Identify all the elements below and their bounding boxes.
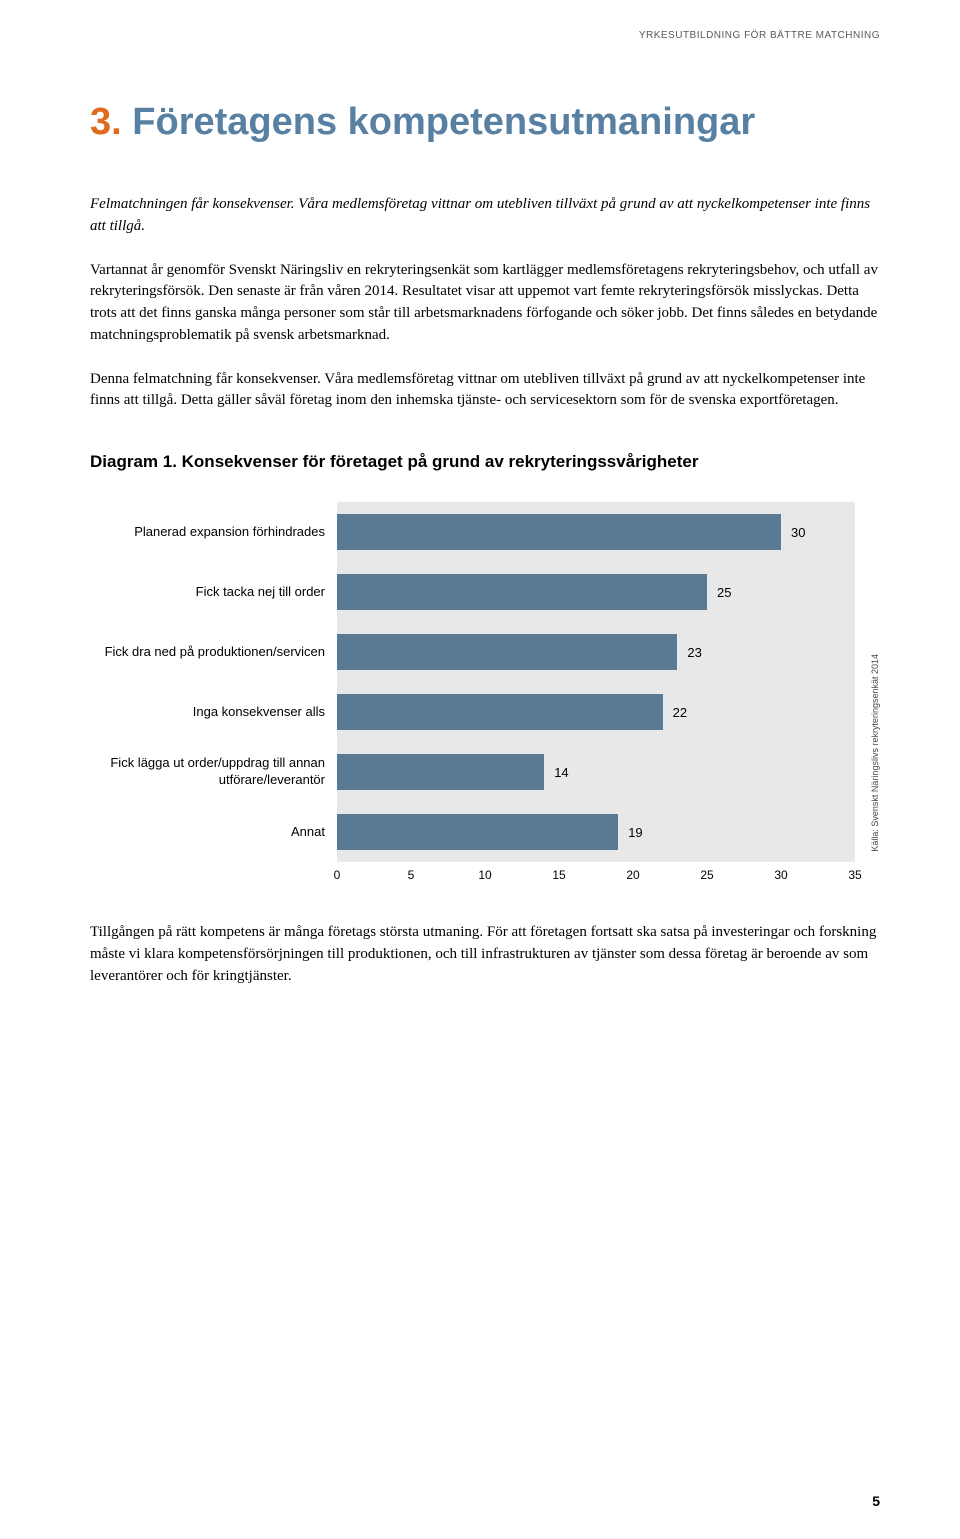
bar-row: Annat 19 <box>90 802 855 862</box>
bar-value: 30 <box>791 525 805 540</box>
page-number: 5 <box>872 1493 880 1509</box>
bar-value: 14 <box>554 765 568 780</box>
chart-source: Källa: Svenskt Näringslivs rekryteringse… <box>870 654 880 852</box>
running-header: YRKESUTBILDNING FÖR BÄTTRE MATCHNING <box>90 30 880 41</box>
bar-label: Fick tacka nej till order <box>90 584 337 601</box>
chart-title: Diagram 1. Konsekvenser för företaget på… <box>90 452 880 472</box>
bar-value: 23 <box>687 645 701 660</box>
heading-number: 3. <box>90 101 122 143</box>
bar-row: Fick lägga ut order/uppdrag till annan u… <box>90 742 855 802</box>
heading-text: Företagens kompetensutmaningar <box>132 101 755 143</box>
x-axis-tick: 30 <box>774 868 787 882</box>
body-paragraph-1: Vartannat år genomför Svenskt Näringsliv… <box>90 260 880 347</box>
bar-track: 23 <box>337 622 855 682</box>
page: YRKESUTBILDNING FÖR BÄTTRE MATCHNING 3. … <box>0 0 960 1539</box>
bar-track: 30 <box>337 502 855 562</box>
bar-fill <box>337 814 618 850</box>
body-paragraph-3: Tillgången på rätt kompetens är många fö… <box>90 922 880 987</box>
bar-track: 19 <box>337 802 855 862</box>
bar-row: Fick tacka nej till order 25 <box>90 562 855 622</box>
bar-label: Planerad expansion förhindrades <box>90 524 337 541</box>
bar-track: 14 <box>337 742 855 802</box>
x-axis-tick: 10 <box>478 868 491 882</box>
bar-value: 19 <box>628 825 642 840</box>
bar-row: Planerad expansion förhindrades 30 <box>90 502 855 562</box>
bar-value: 22 <box>673 705 687 720</box>
x-axis-tick: 5 <box>408 868 415 882</box>
bar-fill <box>337 694 663 730</box>
x-axis: 05101520253035 <box>90 862 855 892</box>
bar-row: Inga konsekvenser alls 22 <box>90 682 855 742</box>
bar-label: Annat <box>90 824 337 841</box>
bar-label: Fick dra ned på produktionen/servicen <box>90 644 337 661</box>
bar-label: Fick lägga ut order/uppdrag till annan u… <box>90 755 337 789</box>
bar-fill <box>337 754 544 790</box>
bar-fill <box>337 634 677 670</box>
bar-fill <box>337 574 707 610</box>
bar-track: 22 <box>337 682 855 742</box>
chart-wrapper: Planerad expansion förhindrades 30 Fick ta… <box>90 502 880 892</box>
body-paragraph-2: Denna felmatchning får konsekvenser. Vår… <box>90 369 880 413</box>
intro-paragraph: Felmatchningen får konsekvenser. Våra me… <box>90 194 880 238</box>
bar-label: Inga konsekvenser alls <box>90 704 337 721</box>
bar-row: Fick dra ned på produktionen/servicen 23 <box>90 622 855 682</box>
x-axis-tick: 20 <box>626 868 639 882</box>
x-axis-tick: 25 <box>700 868 713 882</box>
bar-fill <box>337 514 781 550</box>
x-axis-tick: 0 <box>334 868 341 882</box>
page-title: 3. Företagens kompetensutmaningar <box>90 101 880 144</box>
bar-chart: Planerad expansion förhindrades 30 Fick ta… <box>90 502 855 892</box>
x-axis-tick: 15 <box>552 868 565 882</box>
x-axis-tick: 35 <box>848 868 861 882</box>
bar-track: 25 <box>337 562 855 622</box>
bar-value: 25 <box>717 585 731 600</box>
